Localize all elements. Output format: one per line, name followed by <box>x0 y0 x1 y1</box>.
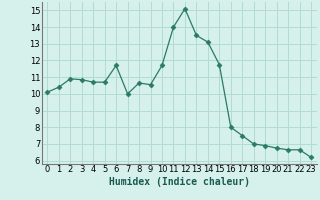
X-axis label: Humidex (Indice chaleur): Humidex (Indice chaleur) <box>109 177 250 187</box>
